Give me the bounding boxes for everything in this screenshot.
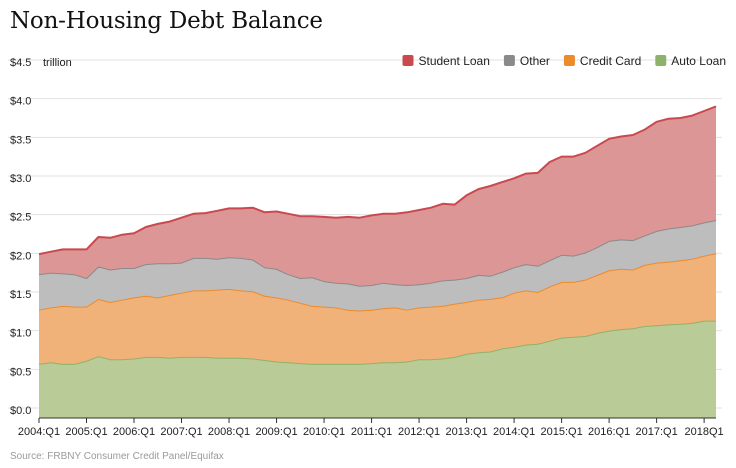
y-tick-label: $0.5 xyxy=(10,366,31,378)
legend-swatch-credit-card xyxy=(563,55,575,66)
x-tick-label: 2013:Q1 xyxy=(445,426,487,438)
x-tick-label: 2008:Q1 xyxy=(208,426,250,438)
y-tick-label: $1.5 xyxy=(10,289,31,301)
y-tick-label: $2.5 xyxy=(10,212,31,224)
y-axis: $0.0 $0.5 $1.0 $1.5 $2.0 $2.5 $3.0 $3.5 $4.0 $4.5 xyxy=(10,57,31,417)
stacked-areas xyxy=(38,105,717,418)
legend-label-other: Other xyxy=(520,54,550,68)
y-tick-label: $4.0 xyxy=(10,96,31,108)
legend-label-student-loan: Student Loan xyxy=(419,54,490,68)
x-tick-label: 2009:Q1 xyxy=(255,426,297,438)
legend-label-auto-loan: Auto Loan xyxy=(671,54,726,68)
y-tick-label: $4.5 xyxy=(10,57,31,69)
area-auto-loan xyxy=(39,320,716,418)
y-tick-label: $3.0 xyxy=(10,173,31,185)
chart-title: Non-Housing Debt Balance xyxy=(10,8,323,34)
y-tick-label: $0.0 xyxy=(10,405,31,417)
x-tick-label: 2011:Q1 xyxy=(351,426,392,438)
source-note: Source: FRBNY Consumer Credit Panel/Equi… xyxy=(10,451,224,462)
x-tick-label: 2017:Q1 xyxy=(636,426,678,438)
x-tick-label: 2006:Q1 xyxy=(113,426,155,438)
x-tick-label: 2005:Q1 xyxy=(65,426,107,438)
x-tick-label: 2004:Q1 xyxy=(18,426,60,438)
x-tick-label: 2018Q1 xyxy=(685,426,724,438)
x-tick-label: 2007:Q1 xyxy=(160,426,202,438)
legend-swatch-student-loan xyxy=(402,55,414,66)
y-tick-label: $1.0 xyxy=(10,328,31,340)
legend-label-credit-card: Credit Card xyxy=(580,54,641,68)
x-tick-label: 2010:Q1 xyxy=(303,426,345,438)
area-student-loan xyxy=(39,106,716,286)
x-tick-label: 2014:Q1 xyxy=(493,426,535,438)
x-axis: 2004:Q1 2005:Q1 2006:Q1 2007:Q1 2008:Q1 2009:… xyxy=(18,417,724,438)
y-unit-label: trillion xyxy=(43,57,72,69)
legend-swatch-other xyxy=(503,55,515,66)
x-tick-label: 2016:Q1 xyxy=(588,426,630,438)
x-tick-label: 2015:Q1 xyxy=(540,426,582,438)
legend: Student Loan Other Credit Card Auto Loan xyxy=(402,54,726,68)
y-tick-label: $2.0 xyxy=(10,250,31,262)
area-other xyxy=(39,220,716,311)
legend-swatch-auto-loan xyxy=(655,55,667,66)
line-student-loan xyxy=(38,105,717,256)
y-tick-label: $3.5 xyxy=(10,134,31,146)
x-tick-label: 2012:Q1 xyxy=(398,426,440,438)
area-credit-card xyxy=(39,253,716,364)
